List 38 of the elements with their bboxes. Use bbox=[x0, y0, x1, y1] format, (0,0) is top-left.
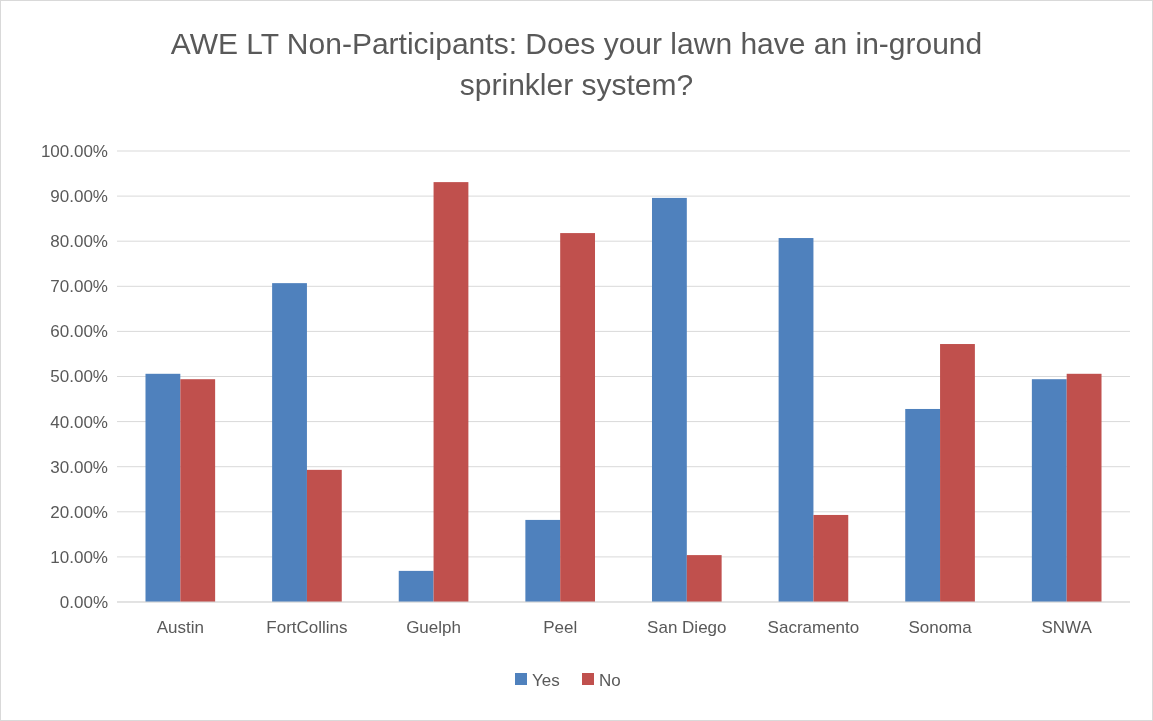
x-tick-label: FortCollins bbox=[266, 618, 348, 637]
bar bbox=[433, 182, 469, 602]
x-tick-label: SNWA bbox=[1041, 618, 1093, 637]
y-tick-label: 70.00% bbox=[50, 277, 108, 297]
bar bbox=[145, 373, 181, 602]
bar bbox=[180, 379, 216, 602]
x-tick-label: Peel bbox=[543, 618, 578, 637]
x-tick-label: Sonoma bbox=[908, 618, 973, 637]
bar bbox=[398, 570, 434, 602]
y-tick-label: 0.00% bbox=[59, 592, 108, 612]
bar bbox=[272, 283, 307, 602]
y-tick-label: 100.00% bbox=[40, 141, 108, 161]
x-tick-label: Guelph bbox=[406, 618, 461, 637]
chart-title: AWE LT Non-Participants: Does your lawn have an in-ground sprinkler system? bbox=[170, 27, 983, 101]
y-tick-label: 30.00% bbox=[50, 457, 108, 477]
bar bbox=[1066, 373, 1102, 602]
bar bbox=[905, 408, 941, 602]
bar bbox=[813, 514, 849, 602]
x-tick-label: Austin bbox=[156, 618, 204, 637]
bar bbox=[686, 555, 722, 602]
y-tick-label: 10.00% bbox=[50, 547, 108, 567]
x-tick-label: San Diego bbox=[647, 618, 727, 637]
y-tick-label: 80.00% bbox=[50, 232, 108, 252]
legend-label: Yes bbox=[532, 671, 560, 690]
y-tick-label: 40.00% bbox=[50, 412, 108, 432]
bar bbox=[560, 233, 596, 602]
y-tick-label: 50.00% bbox=[50, 367, 108, 387]
bar bbox=[306, 469, 342, 602]
y-tick-label: 60.00% bbox=[50, 322, 108, 342]
y-tick-label: 90.00% bbox=[50, 187, 108, 207]
x-tick-label: Sacramento bbox=[767, 618, 860, 637]
bar bbox=[778, 238, 814, 602]
bar bbox=[1031, 379, 1067, 602]
bar bbox=[651, 197, 687, 602]
legend-label: No bbox=[599, 671, 621, 690]
y-tick-label: 20.00% bbox=[50, 502, 108, 522]
bar bbox=[940, 344, 975, 602]
bar bbox=[525, 519, 561, 602]
